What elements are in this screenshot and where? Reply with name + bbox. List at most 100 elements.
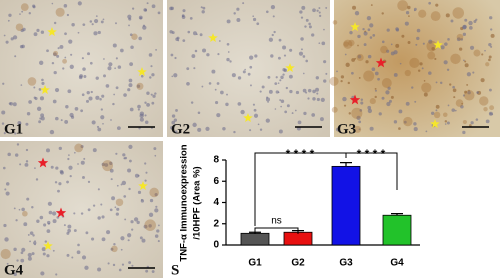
nucleus	[113, 243, 116, 246]
nucleus	[153, 147, 157, 151]
error-bar	[340, 162, 352, 167]
nucleus	[154, 193, 158, 197]
nucleus	[39, 96, 45, 101]
stain	[136, 82, 144, 90]
nucleus	[127, 88, 131, 92]
nucleus	[463, 59, 465, 62]
nucleus	[21, 10, 24, 13]
nucleus	[109, 168, 114, 173]
nucleus	[91, 120, 96, 125]
nucleus	[351, 58, 356, 62]
nucleus	[128, 83, 133, 88]
nucleus	[171, 31, 175, 35]
nucleus	[108, 62, 113, 67]
nucleus	[242, 70, 246, 74]
nucleus	[38, 88, 42, 91]
nucleus	[274, 82, 278, 86]
nucleus	[144, 101, 147, 104]
stain	[343, 39, 353, 49]
nucleus	[91, 23, 94, 26]
stain	[20, 3, 29, 12]
nucleus	[92, 148, 97, 153]
nucleus	[127, 14, 132, 19]
nucleus	[280, 99, 285, 104]
nucleus	[265, 10, 269, 14]
nucleus	[48, 222, 50, 225]
nucleus	[480, 78, 485, 83]
nucleus	[393, 120, 398, 124]
nucleus	[398, 109, 403, 114]
nucleus	[52, 99, 57, 104]
nucleus	[140, 74, 144, 78]
nucleus	[374, 89, 377, 92]
nucleus	[249, 55, 254, 60]
nucleus	[137, 108, 140, 111]
nucleus	[80, 109, 84, 113]
nucleus	[367, 105, 372, 110]
nucleus	[66, 231, 70, 235]
nucleus	[42, 252, 46, 256]
nucleus	[4, 188, 7, 191]
nucleus	[69, 175, 72, 178]
nucleus	[387, 86, 391, 90]
asterisk	[349, 94, 361, 105]
nucleus	[399, 62, 402, 65]
nucleus	[5, 191, 10, 196]
nucleus	[359, 109, 363, 112]
nucleus	[10, 37, 14, 41]
nucleus	[249, 129, 252, 132]
y-tick-label: 2	[213, 218, 219, 229]
stain	[102, 160, 113, 172]
nucleus	[423, 80, 426, 82]
nucleus	[116, 184, 119, 187]
nucleus	[491, 113, 494, 116]
nucleus	[357, 44, 359, 47]
nucleus	[144, 114, 147, 117]
nucleus	[109, 161, 113, 165]
nucleus	[5, 182, 10, 186]
nucleus	[201, 10, 205, 14]
nucleus	[97, 188, 100, 191]
nucleus	[336, 70, 338, 73]
nucleus	[21, 207, 25, 212]
nucleus	[23, 222, 28, 227]
nucleus	[55, 116, 59, 121]
nucleus	[49, 129, 55, 135]
nucleus	[464, 90, 467, 94]
nucleus	[13, 272, 17, 277]
nucleus	[472, 71, 475, 74]
stain	[111, 245, 118, 253]
nucleus	[128, 144, 133, 149]
stain	[403, 116, 413, 127]
nucleus	[86, 90, 90, 95]
nucleus	[52, 211, 57, 216]
nucleus	[315, 87, 320, 92]
nucleus	[170, 6, 174, 11]
nucleus	[347, 81, 351, 85]
nucleus	[46, 254, 50, 258]
nucleus	[77, 31, 80, 34]
nucleus	[53, 21, 57, 25]
nucleus	[191, 54, 196, 59]
nucleus	[267, 75, 271, 79]
nucleus	[189, 16, 193, 20]
nucleus	[265, 118, 270, 123]
x-tick-label: G3	[339, 258, 353, 269]
nucleus	[123, 195, 127, 198]
nucleus	[249, 65, 253, 69]
nucleus	[100, 203, 103, 206]
nucleus	[201, 85, 204, 88]
nucleus	[381, 12, 384, 15]
nucleus	[103, 58, 105, 60]
nucleus	[102, 18, 105, 21]
panel-label: G1	[4, 121, 23, 137]
nucleus	[15, 219, 18, 222]
nucleus	[417, 69, 421, 72]
nucleus	[35, 178, 39, 181]
asterisk	[375, 57, 387, 68]
nucleus	[320, 97, 325, 102]
nucleus	[315, 76, 319, 80]
nucleus	[237, 102, 242, 106]
nucleus	[115, 57, 118, 60]
nucleus	[130, 220, 134, 224]
